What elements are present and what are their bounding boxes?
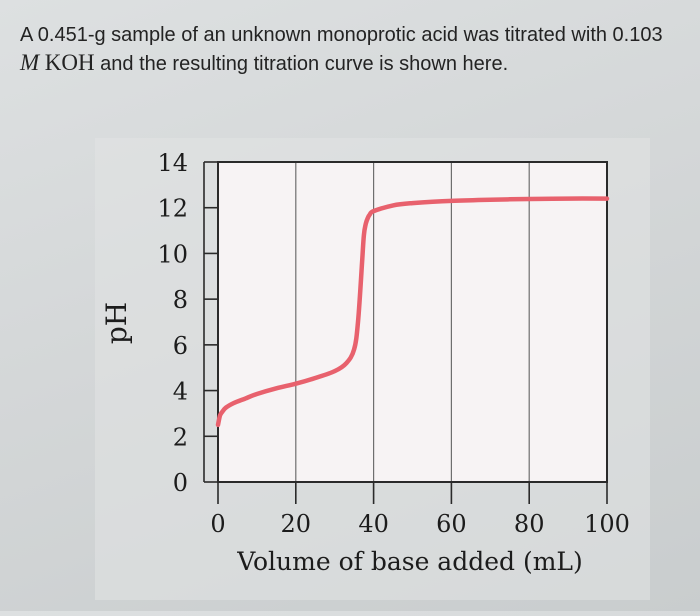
curve-point	[218, 414, 222, 418]
y-axis-label: pH	[100, 302, 133, 344]
molarity-symbol: M	[20, 50, 40, 75]
curve-point	[488, 198, 492, 202]
y-tick-label: 8	[173, 286, 188, 314]
y-tick-label: 10	[157, 240, 188, 268]
x-tick-label: 100	[584, 510, 630, 538]
curve-point	[360, 263, 364, 267]
x-tick-label: 60	[436, 510, 467, 538]
question-suffix: and the resulting titration curve is sho…	[100, 53, 509, 75]
gridlines	[295, 162, 530, 482]
curve-point	[366, 216, 370, 220]
y-tick-label: 4	[173, 378, 188, 406]
curve-point	[391, 203, 395, 207]
y-tick-label: 0	[173, 469, 188, 497]
curve-point	[410, 201, 415, 205]
curve-point	[356, 320, 360, 324]
curve-point	[449, 199, 453, 203]
curve-point	[605, 197, 609, 201]
y-tick-labels: 0 2 4 6 8 10 12 14	[157, 149, 188, 497]
axis-ticks	[203, 161, 608, 504]
curve-point	[527, 197, 531, 201]
curve-point	[274, 386, 278, 390]
plot-area	[218, 162, 607, 482]
curve-point	[294, 382, 298, 386]
y-tick-label: 14	[157, 149, 188, 177]
curve-point	[344, 361, 348, 365]
y-tick-label: 12	[157, 195, 188, 223]
curve-point	[368, 213, 372, 217]
curve-point	[364, 222, 368, 226]
curve-point	[362, 233, 366, 237]
x-tick-label: 40	[358, 510, 389, 538]
question-text: A 0.451-g sample of an unknown monoproti…	[20, 22, 685, 78]
plot-frame	[217, 161, 608, 483]
curve-point	[372, 209, 376, 213]
curve-point	[255, 392, 259, 396]
curve-point	[313, 376, 317, 380]
x-tick-label: 20	[281, 510, 312, 538]
y-tick-label: 2	[173, 423, 188, 451]
x-tick-label: 80	[514, 510, 545, 538]
y-tick-label: 6	[173, 332, 188, 360]
x-tick-labels: 0 20 40 60 80 100	[210, 510, 630, 538]
curve-point	[216, 423, 220, 427]
curve-point	[566, 197, 570, 201]
question-prefix: A 0.451-g sample of an unknown monoproti…	[20, 24, 663, 46]
x-tick-label: 0	[210, 510, 225, 538]
curve-point	[224, 406, 228, 410]
x-axis-label: Volume of base added (mL)	[236, 547, 583, 576]
curve-point	[243, 397, 247, 401]
curve-point	[333, 369, 337, 373]
curve-point	[220, 410, 224, 414]
curve-point	[232, 401, 236, 405]
curve-point	[352, 347, 356, 351]
series-layer	[215, 196, 610, 428]
base-formula: KOH	[44, 50, 95, 75]
